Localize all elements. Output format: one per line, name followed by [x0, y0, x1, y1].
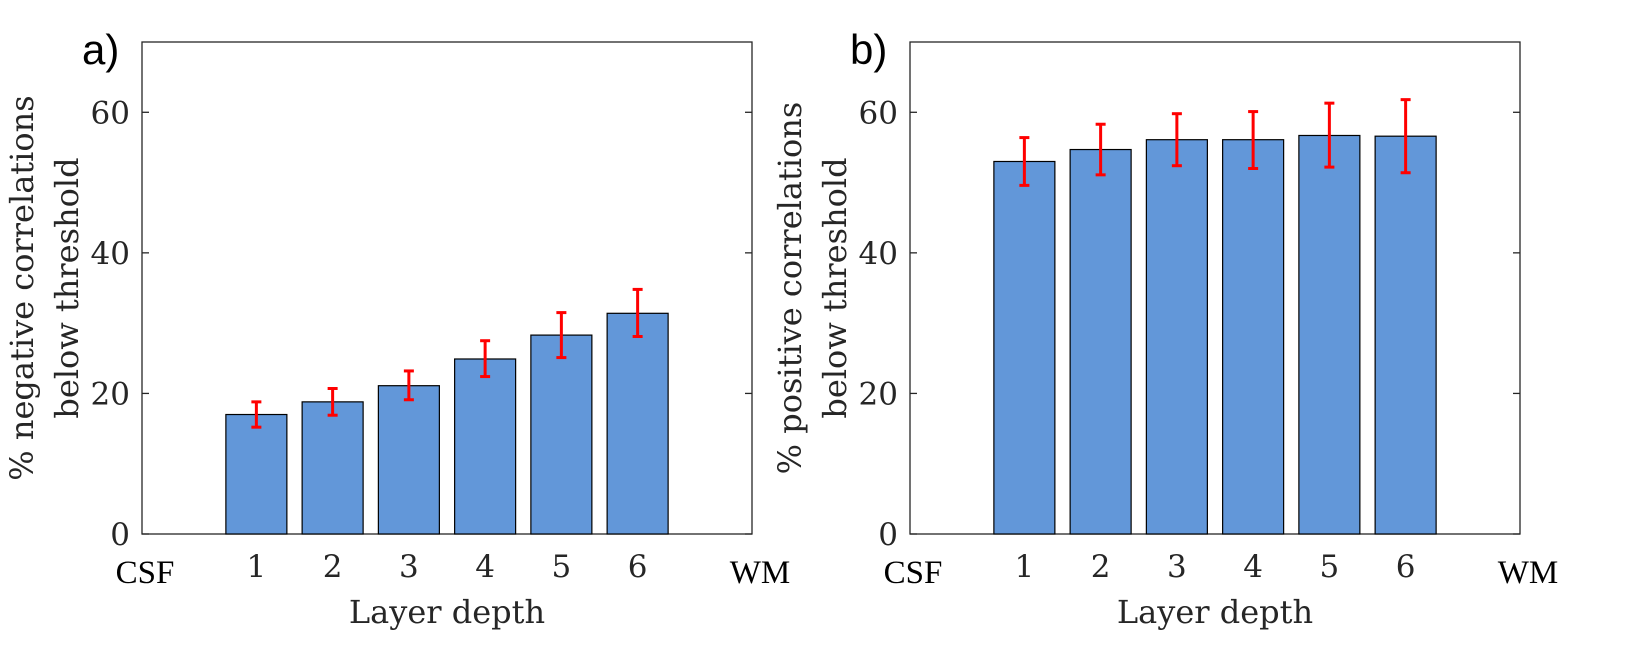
panel-a-y-tick-label: 40: [91, 236, 130, 272]
panel-b-bar: [1222, 139, 1285, 535]
panel-b-x-tick-label: 6: [1396, 549, 1416, 585]
panel-a-y-axis-label-line1: % negative correlations: [3, 95, 41, 480]
panel-a-x-tick-label: 6: [628, 549, 648, 585]
panel-a-label: a): [82, 26, 119, 73]
panel-a-error-bar: [480, 339, 491, 379]
panel-a-error-bar: [556, 311, 567, 360]
panel-a-bar: [301, 401, 364, 535]
panel-b-bar: [1069, 148, 1132, 535]
panel-b-error-bar: [1248, 110, 1259, 171]
panel-a-y-ticks: 0 20 40 60: [91, 95, 752, 553]
panel-a-axes-box: [141, 41, 753, 535]
panel-a-x-tick-labels: 1 2 3 4 5 6: [247, 549, 648, 585]
panel-b-y-axis-label-line2: below threshold: [816, 157, 854, 418]
panel-b-error-bar: [1324, 101, 1335, 169]
panel-b-bar: [1298, 134, 1361, 535]
panel-b-error-bar: [1019, 136, 1030, 187]
panel-b-label: b): [850, 26, 887, 73]
panel-b-y-tick-label: 0: [878, 517, 898, 553]
panel-b-x-tick-label: 4: [1243, 549, 1263, 585]
panel-b-error-bars: [1019, 98, 1411, 187]
panel-a-bars: [225, 312, 669, 535]
panel-b-bar: [1374, 135, 1437, 535]
panel-a-y-tick-label: 60: [91, 95, 130, 131]
panel-b-bars: [993, 134, 1437, 535]
panel-a-csf-label: CSF: [116, 555, 175, 591]
panel-a-x-tick-label: 1: [247, 549, 267, 585]
panel-b-x-tick-labels: 1 2 3 4 5 6: [1015, 549, 1416, 585]
panel-a-bar: [454, 358, 517, 535]
panel-b-error-bar: [1095, 122, 1106, 177]
panel-b-error-bar: [1400, 98, 1411, 175]
panel-a-y-axis-label-line2: below threshold: [48, 157, 86, 418]
panel-b-y-axis-label-line1: % positive correlations: [771, 102, 809, 475]
panel-a-x-tick-label: 2: [323, 549, 343, 585]
panel-a-error-bar: [403, 369, 414, 402]
panel-a-wm-label: WM: [730, 555, 791, 591]
panel-a-y-tick-label: 20: [91, 376, 130, 412]
panel-b-x-tick-label: 2: [1091, 549, 1111, 585]
panel-b-y-tick-label: 20: [859, 376, 898, 412]
panel-a-x-axis-label: Layer depth: [349, 593, 545, 631]
panel-a: a) 0 20 40 60 1 2 3 4 5 6 CSF WM Layer depth % n…: [3, 26, 790, 631]
panel-a-bar: [225, 413, 288, 535]
panel-b: b) 0 20 40 60 1 2 3 4 5 6 CSF WM Layer depth % p…: [771, 26, 1558, 631]
panel-a-error-bar: [327, 387, 338, 417]
panel-b-x-tick-label: 1: [1015, 549, 1035, 585]
panel-b-bar: [1145, 139, 1208, 535]
panel-a-bar: [606, 312, 669, 535]
panel-b-error-bar: [1171, 112, 1182, 168]
panel-a-error-bar: [632, 287, 643, 338]
panel-a-error-bar: [251, 400, 262, 429]
panel-b-axes-box: [909, 41, 1521, 535]
panel-b-csf-label: CSF: [884, 555, 943, 591]
panel-b-y-tick-label: 60: [859, 95, 898, 131]
panel-b-x-axis-label: Layer depth: [1117, 593, 1313, 631]
panel-a-bar: [377, 385, 440, 535]
panel-b-bar: [993, 160, 1056, 535]
panel-a-x-tick-label: 4: [475, 549, 495, 585]
panel-b-y-ticks: 0 20 40 60: [859, 95, 1520, 553]
panel-b-x-tick-label: 5: [1320, 549, 1340, 585]
panel-a-x-tick-label: 5: [552, 549, 572, 585]
panel-a-x-tick-label: 3: [399, 549, 419, 585]
panel-b-wm-label: WM: [1498, 555, 1559, 591]
panel-a-error-bars: [251, 287, 643, 429]
panel-a-bar: [530, 334, 593, 535]
panel-a-y-tick-label: 0: [110, 517, 130, 553]
panel-b-x-tick-label: 3: [1167, 549, 1187, 585]
panel-b-y-tick-label: 40: [859, 236, 898, 272]
